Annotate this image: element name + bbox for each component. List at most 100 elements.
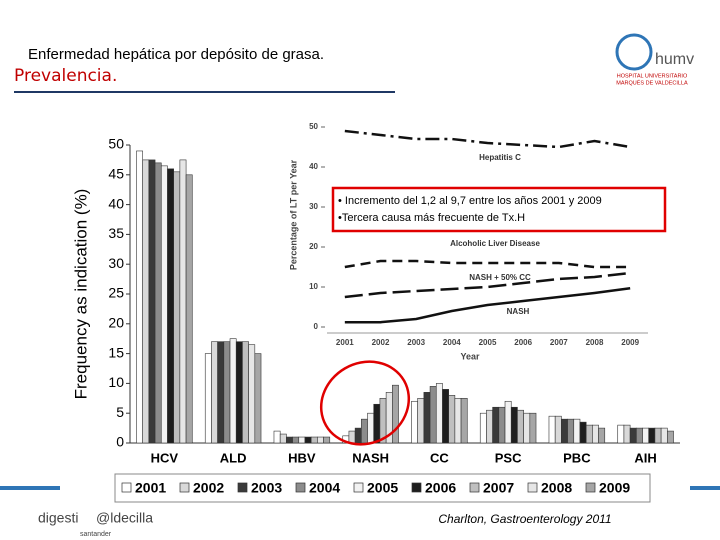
logo-line: HOSPITAL UNIVERSITARIO bbox=[617, 73, 688, 79]
legend-swatch bbox=[527, 482, 538, 493]
bar bbox=[373, 403, 381, 444]
x-tick-label: HBV bbox=[288, 450, 316, 465]
inset-background bbox=[285, 110, 665, 368]
bar bbox=[517, 409, 524, 444]
legend-label: 2004 bbox=[309, 480, 340, 496]
x-tick-label: 2007 bbox=[550, 338, 568, 347]
logo-name: humv bbox=[655, 51, 694, 68]
bar bbox=[529, 412, 537, 444]
bar bbox=[173, 171, 181, 444]
bar bbox=[223, 341, 231, 444]
y-tick-label: 0 bbox=[314, 322, 319, 331]
bar bbox=[573, 418, 581, 444]
bar bbox=[204, 353, 212, 444]
y-tick-label: 10 bbox=[309, 282, 318, 291]
bar bbox=[598, 427, 606, 444]
bar bbox=[548, 415, 556, 444]
x-tick-label: 2002 bbox=[372, 338, 390, 347]
y-tick-label: 45 bbox=[108, 166, 124, 182]
x-tick-label: 2006 bbox=[514, 338, 532, 347]
bar bbox=[454, 397, 462, 444]
bar bbox=[435, 383, 443, 444]
y-tick-label: 30 bbox=[309, 202, 318, 211]
bar bbox=[348, 430, 356, 444]
bar bbox=[229, 338, 237, 444]
y-axis-label: Percentage of LT per Year bbox=[288, 159, 298, 270]
x-tick-label: HCV bbox=[151, 450, 179, 465]
legend-label: 2009 bbox=[599, 480, 630, 496]
bar bbox=[479, 412, 487, 444]
bar bbox=[585, 424, 593, 444]
footer-logo: santander bbox=[80, 531, 112, 538]
bar bbox=[310, 436, 318, 444]
bar bbox=[292, 436, 300, 444]
y-tick-label: 20 bbox=[309, 242, 318, 251]
legend-swatch bbox=[179, 482, 190, 493]
bar bbox=[185, 174, 193, 444]
annotation-line: •Tercera causa más frecuente de Tx.H bbox=[338, 212, 525, 224]
legend-swatch bbox=[411, 482, 422, 493]
y-tick-label: 25 bbox=[108, 285, 124, 301]
bar bbox=[629, 427, 637, 444]
bar bbox=[660, 427, 668, 444]
legend-label: 2005 bbox=[367, 480, 398, 496]
footer-logo: @ldecilla bbox=[96, 510, 153, 526]
legend-swatch bbox=[237, 482, 248, 493]
series-label: Alcoholic Liver Disease bbox=[450, 239, 540, 248]
x-tick-label: 2001 bbox=[336, 338, 354, 347]
bar bbox=[623, 424, 631, 444]
legend-box bbox=[114, 473, 651, 503]
x-tick-label: PBC bbox=[563, 450, 591, 465]
bar bbox=[179, 159, 187, 444]
x-tick-label: 2009 bbox=[621, 338, 639, 347]
bar bbox=[242, 341, 249, 444]
line-series bbox=[344, 286, 631, 324]
bar bbox=[154, 162, 162, 444]
bar bbox=[648, 427, 656, 444]
citation: Charlton, Gastroenterology 2011 bbox=[438, 512, 611, 526]
bar bbox=[442, 389, 449, 444]
y-tick-label: 40 bbox=[108, 195, 124, 211]
bar bbox=[160, 165, 168, 444]
bar bbox=[279, 433, 287, 444]
bar bbox=[429, 386, 437, 444]
bar bbox=[392, 384, 399, 444]
bar bbox=[510, 406, 518, 444]
bar bbox=[411, 400, 418, 444]
bar bbox=[554, 415, 562, 444]
x-tick-label: 2003 bbox=[407, 338, 425, 347]
bar bbox=[654, 427, 662, 444]
bar bbox=[148, 159, 156, 444]
bar bbox=[561, 418, 568, 444]
y-tick-label: 5 bbox=[116, 404, 124, 420]
y-tick-label: 50 bbox=[108, 136, 124, 152]
annotation-box bbox=[331, 186, 667, 233]
line-series bbox=[344, 129, 631, 149]
highlight-circle bbox=[319, 360, 411, 446]
bar bbox=[354, 427, 362, 444]
legend-swatch bbox=[353, 482, 364, 493]
bar bbox=[304, 436, 312, 444]
x-tick-label: AIH bbox=[634, 450, 656, 465]
legend-swatch bbox=[585, 482, 596, 493]
legend-label: 2001 bbox=[135, 480, 166, 496]
line-series bbox=[344, 259, 631, 269]
legend-label: 2008 bbox=[541, 480, 572, 496]
bar bbox=[579, 421, 587, 444]
bar bbox=[636, 427, 643, 444]
bar bbox=[361, 418, 368, 444]
y-tick-label: 10 bbox=[108, 374, 124, 390]
y-tick-label: 40 bbox=[309, 162, 318, 171]
bar bbox=[298, 436, 306, 444]
x-tick-label: 2005 bbox=[479, 338, 497, 347]
x-tick-label: 2008 bbox=[586, 338, 604, 347]
bar bbox=[592, 424, 599, 444]
legend-swatch bbox=[121, 482, 132, 493]
bar bbox=[286, 436, 293, 444]
footer-logo: digesti bbox=[38, 510, 78, 526]
legend-label: 2006 bbox=[425, 480, 456, 496]
bar bbox=[167, 168, 174, 444]
bar bbox=[248, 344, 256, 444]
bar bbox=[667, 430, 674, 444]
